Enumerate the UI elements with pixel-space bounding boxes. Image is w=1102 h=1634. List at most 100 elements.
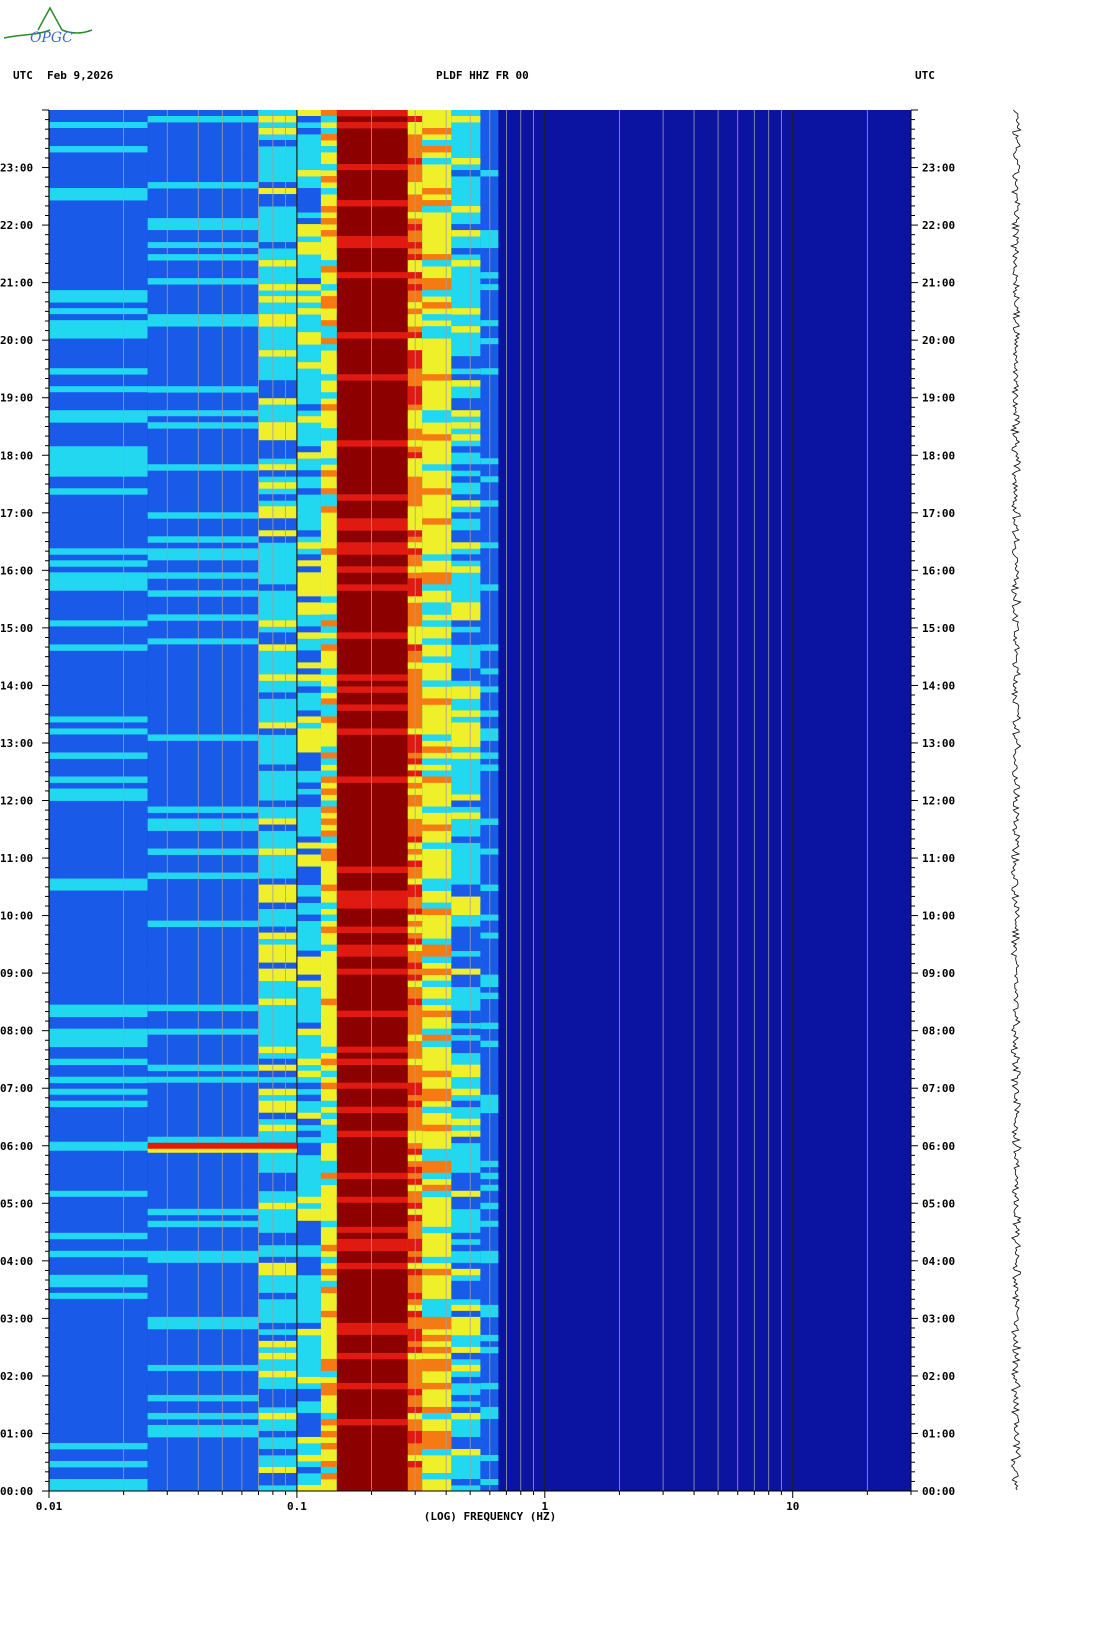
band-3-row xyxy=(296,1484,321,1492)
y-tick-label-left: 05:00 xyxy=(0,1197,33,1210)
band-0-row xyxy=(49,620,148,627)
header-right-tz: UTC xyxy=(915,69,935,82)
band-0-row xyxy=(49,1418,148,1426)
band-0-row xyxy=(49,1088,148,1096)
band-5-row xyxy=(336,314,408,321)
band-0-row xyxy=(49,416,148,423)
band-1-row xyxy=(147,626,259,633)
band-7-row xyxy=(422,1382,452,1390)
band-3-row xyxy=(296,404,321,411)
band-4-row xyxy=(320,1178,337,1186)
band-2-row xyxy=(258,494,297,501)
band-8-row xyxy=(451,638,481,645)
band-2-row xyxy=(258,890,297,897)
band-3-row xyxy=(296,896,321,903)
band-8-row xyxy=(451,1046,481,1054)
band-4-row xyxy=(320,320,337,327)
band-4-row xyxy=(320,644,337,651)
band-3-row xyxy=(296,1094,321,1102)
band-5-row xyxy=(336,728,408,735)
band-8-row xyxy=(451,1478,481,1486)
band-1-row xyxy=(147,242,259,249)
band-5-row xyxy=(336,824,408,831)
band-3-row xyxy=(296,962,321,970)
band-2-row xyxy=(258,764,297,771)
band-0-row xyxy=(49,464,148,471)
band-3-row xyxy=(296,278,321,285)
band-3-row xyxy=(296,716,321,723)
band-2-row xyxy=(258,926,297,933)
band-8-row xyxy=(451,566,481,573)
band-5-row xyxy=(336,230,408,237)
band-1-row xyxy=(147,1088,259,1096)
y-tick-label-left: 12:00 xyxy=(0,795,33,808)
band-0-row xyxy=(49,1274,148,1282)
band-8-row xyxy=(451,1304,481,1312)
band-3-row xyxy=(296,188,321,195)
band-8-row xyxy=(451,620,481,627)
band-5-row xyxy=(336,1304,408,1312)
band-4-row xyxy=(320,848,337,855)
y-tick-label-right: 08:00 xyxy=(922,1025,955,1038)
band-2-row xyxy=(258,1112,297,1120)
band-7-row xyxy=(422,878,452,885)
band-0-row xyxy=(49,674,148,681)
band-7-row xyxy=(422,1346,452,1354)
band-0-row xyxy=(49,1376,148,1384)
band-2-row xyxy=(258,392,297,399)
band-8-row xyxy=(451,632,481,639)
band-3-row xyxy=(296,530,321,537)
band-4-row xyxy=(320,458,337,465)
band-4-row xyxy=(320,188,337,195)
band-8-row xyxy=(451,812,481,819)
band-3-row xyxy=(296,740,321,747)
band-4-row xyxy=(320,1412,337,1420)
band-7-row xyxy=(422,1010,452,1018)
band-4-row xyxy=(320,620,337,627)
band-8-row xyxy=(451,224,481,231)
band-10 xyxy=(498,110,911,1491)
band-8-row xyxy=(451,446,481,453)
band-0-row xyxy=(49,806,148,813)
y-tick-label-left: 07:00 xyxy=(0,1082,33,1095)
band-3-row xyxy=(296,1268,321,1276)
band-8-row xyxy=(451,1262,481,1270)
band-1-row xyxy=(147,410,259,417)
band-4-row xyxy=(320,230,337,237)
band-1-row xyxy=(147,176,259,183)
band-7-row xyxy=(422,1334,452,1342)
band-5-row xyxy=(336,170,408,177)
band-7-row xyxy=(422,1034,452,1042)
band-7-row xyxy=(422,188,452,195)
band-5-row xyxy=(336,1484,408,1492)
band-3-row xyxy=(296,194,321,201)
band-8-row xyxy=(451,464,481,471)
band-8-row xyxy=(451,1292,481,1300)
band-5-row xyxy=(336,1400,408,1408)
band-2-row xyxy=(258,1268,297,1276)
band-2-row xyxy=(258,194,297,201)
band-5-row xyxy=(336,674,408,681)
band-1-row xyxy=(147,212,259,219)
band-3-row xyxy=(296,224,321,231)
band-0-row xyxy=(49,1280,148,1288)
band-5-row xyxy=(336,1106,408,1114)
band-8-row xyxy=(451,554,481,561)
band-4-row xyxy=(320,302,337,309)
y-tick-label-right: 06:00 xyxy=(922,1140,955,1153)
band-2-row xyxy=(258,1106,297,1114)
band-8-row xyxy=(451,380,481,387)
band-2-row xyxy=(258,674,297,681)
band-3-row xyxy=(296,218,321,225)
band-5-row xyxy=(336,908,408,915)
band-8-row xyxy=(451,1010,481,1018)
band-1-row xyxy=(147,794,259,801)
band-3-row xyxy=(296,230,321,237)
band-4-row xyxy=(320,1058,337,1066)
band-2-row xyxy=(258,1388,297,1396)
band-5-row xyxy=(336,248,408,255)
band-2-row xyxy=(258,188,297,195)
band-3-row xyxy=(296,338,321,345)
event-0 xyxy=(147,1142,297,1150)
band-1-row xyxy=(147,248,259,255)
